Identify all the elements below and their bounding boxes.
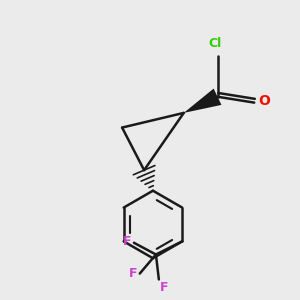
Polygon shape bbox=[184, 88, 221, 113]
Text: O: O bbox=[259, 94, 271, 108]
Text: F: F bbox=[123, 235, 131, 248]
Text: F: F bbox=[129, 267, 137, 280]
Text: F: F bbox=[160, 281, 169, 294]
Text: Cl: Cl bbox=[208, 37, 221, 50]
